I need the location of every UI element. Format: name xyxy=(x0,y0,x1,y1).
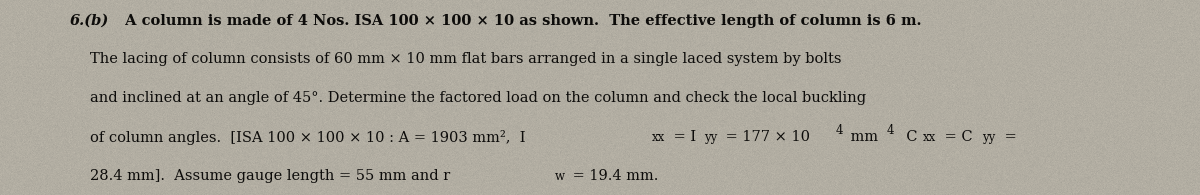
Text: 4: 4 xyxy=(887,124,894,137)
Text: and inclined at an angle of 45°. Determine the factored load on the column and c: and inclined at an angle of 45°. Determi… xyxy=(90,91,866,105)
Text: xx: xx xyxy=(923,131,936,144)
Text: of column angles.  [ISA 100 × 100 × 10 : A = 1903 mm²,  I: of column angles. [ISA 100 × 100 × 10 : … xyxy=(90,130,526,145)
Text: yy: yy xyxy=(704,131,718,144)
Text: C: C xyxy=(896,130,917,144)
Text: yy: yy xyxy=(983,131,996,144)
Text: = 19.4 mm.: = 19.4 mm. xyxy=(568,169,658,183)
Text: =: = xyxy=(1000,130,1016,144)
Text: 6.(b): 6.(b) xyxy=(70,14,109,28)
Text: xx: xx xyxy=(652,131,665,144)
Text: w: w xyxy=(554,170,565,183)
Text: mm: mm xyxy=(846,130,877,144)
Text: = I: = I xyxy=(670,130,696,144)
Text: = C: = C xyxy=(941,130,973,144)
Text: A column is made of 4 Nos. ISA 100 × 100 × 10 as shown.  The effective length of: A column is made of 4 Nos. ISA 100 × 100… xyxy=(120,14,922,28)
Text: 4: 4 xyxy=(836,124,844,137)
Text: = 177 × 10: = 177 × 10 xyxy=(721,130,810,144)
Text: The lacing of column consists of 60 mm × 10 mm flat bars arranged in a single la: The lacing of column consists of 60 mm ×… xyxy=(90,52,841,66)
Text: 28.4 mm].  Assume gauge length = 55 mm and r: 28.4 mm]. Assume gauge length = 55 mm an… xyxy=(90,169,450,183)
